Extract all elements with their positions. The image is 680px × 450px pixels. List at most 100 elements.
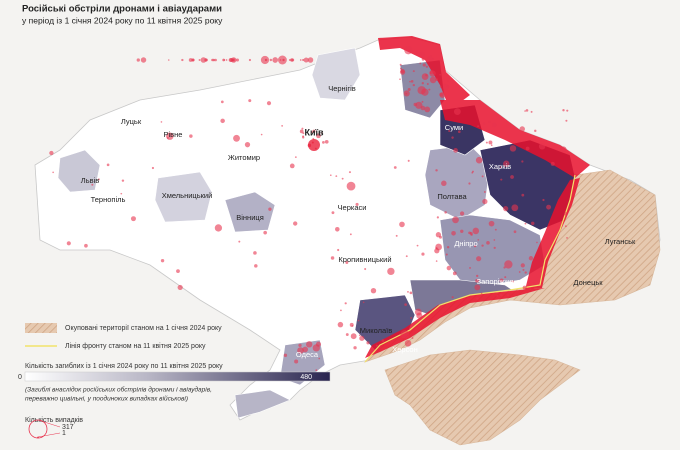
strike-dot: [422, 63, 426, 67]
city-label: Харків: [489, 162, 511, 171]
strike-dot: [451, 296, 454, 299]
strike-dot: [302, 135, 305, 138]
strike-dot: [477, 125, 479, 127]
strike-dot: [294, 359, 299, 364]
strike-dot: [409, 291, 413, 295]
strike-dot: [473, 244, 477, 248]
strike-dot: [359, 335, 365, 341]
strike-dot: [84, 243, 88, 248]
strike-dot: [451, 136, 454, 139]
strike-dot: [521, 193, 525, 197]
strike-dot: [230, 57, 237, 63]
front-line: [364, 174, 576, 363]
strike-dot: [244, 142, 251, 148]
strike-dot: [524, 222, 527, 225]
strike-dot: [425, 65, 428, 68]
strike-dot: [522, 285, 527, 290]
strike-dot: [399, 63, 402, 66]
strike-dot: [500, 178, 503, 181]
strike-dot: [120, 192, 123, 195]
strike-dot: [181, 58, 184, 62]
strike-dot: [387, 267, 395, 276]
strike-dot: [499, 166, 503, 169]
strike-dot: [189, 134, 193, 138]
strike-dot: [290, 58, 294, 62]
strike-dot: [536, 241, 538, 244]
strike-dot: [306, 341, 313, 348]
strike-dot: [488, 120, 491, 124]
strike-dot: [140, 57, 147, 63]
city-label: Чернігів: [328, 84, 356, 93]
strike-dot: [302, 132, 305, 135]
strike-dot: [474, 284, 481, 291]
strike-dot: [211, 58, 214, 62]
strike-dot: [407, 87, 411, 91]
strike-dot: [524, 110, 526, 112]
strike-dot: [470, 233, 473, 236]
city-label: Суми: [445, 123, 463, 132]
strike-dot: [331, 211, 335, 215]
strike-dot: [329, 174, 332, 177]
strike-dot: [564, 225, 567, 228]
strike-dot: [419, 51, 425, 58]
strike-dot: [471, 171, 474, 174]
strike-dot: [302, 346, 309, 353]
city-label: Тернопіль: [91, 195, 126, 204]
strike-dot: [272, 57, 279, 63]
strike-dot: [404, 303, 407, 306]
strike-dot: [176, 269, 180, 274]
strike-dot: [160, 121, 163, 123]
strike-dot: [106, 163, 110, 167]
strike-dot: [214, 58, 217, 62]
legend-deaths-title: Кількість загиблих із 1 січня 2024 року …: [25, 362, 223, 370]
strike-dot: [503, 160, 510, 168]
strike-dot: [524, 271, 527, 274]
strike-dot: [475, 156, 483, 164]
strike-dot: [400, 67, 402, 70]
legend-occupied-swatch: [25, 323, 57, 333]
strike-dot: [451, 230, 456, 236]
strike-dot: [525, 109, 529, 112]
city-label: Запоріжжя: [477, 277, 514, 286]
strike-dot: [297, 347, 304, 354]
strike-dot: [444, 211, 447, 214]
strike-dot: [298, 343, 302, 348]
strike-dot: [381, 339, 385, 343]
strike-dot: [282, 59, 285, 61]
city-label: Херсон: [392, 345, 418, 354]
strike-dot: [477, 239, 480, 241]
strike-dot: [345, 261, 349, 264]
strike-dot: [493, 246, 496, 249]
strike-dot: [97, 178, 100, 181]
city-label: Київ: [304, 127, 324, 137]
strike-dot: [499, 293, 503, 297]
strike-dot: [475, 278, 479, 283]
strike-dot: [416, 312, 423, 319]
strike-dot: [407, 290, 409, 293]
strike-dot: [468, 231, 471, 235]
strike-dot: [482, 122, 486, 125]
strike-dot: [439, 92, 446, 98]
strike-dot: [452, 271, 457, 276]
strike-dot: [560, 146, 567, 153]
strike-dot: [66, 241, 71, 246]
city-label: Донецьк: [573, 278, 603, 287]
strike-dot: [263, 230, 268, 235]
city-label: Дніпро: [454, 239, 477, 248]
city-labels: Чернігів Луцьк Рівне Київ Житомир Суми Львів Ха…: [81, 84, 636, 359]
legend-occupied: Окуповані території станом на 1 січня 20…: [65, 324, 222, 332]
strike-dot: [233, 134, 240, 142]
strike-dot: [503, 206, 509, 212]
strike-dot: [435, 260, 438, 262]
strike-dot: [294, 156, 297, 158]
strike-dot: [411, 337, 414, 339]
city-label: Черкаси: [338, 203, 367, 212]
strike-dot: [136, 58, 140, 62]
strike-dot: [400, 330, 410, 339]
city-label: Львів: [81, 176, 99, 185]
city-label: Одеса: [296, 350, 319, 359]
strike-dot: [565, 119, 568, 122]
strike-dot: [428, 88, 431, 91]
strike-dot: [547, 232, 551, 236]
strike-dot: [415, 101, 423, 109]
